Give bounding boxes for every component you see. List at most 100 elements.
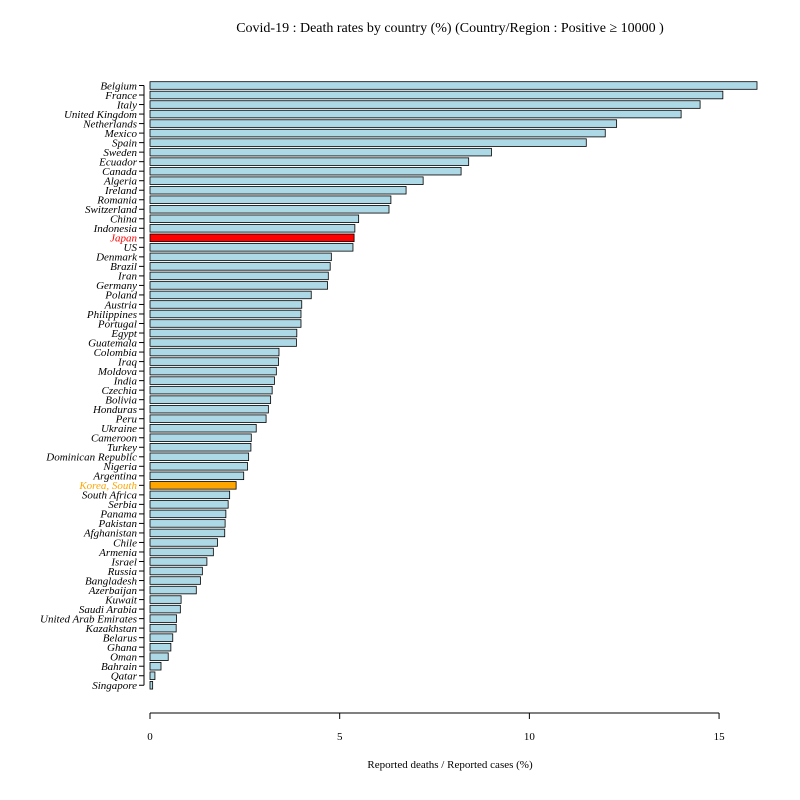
bar-argentina: [149, 471, 245, 481]
bar-moldova: [149, 366, 277, 376]
bar-iraq: [149, 357, 280, 366]
bar-south-africa: [149, 490, 231, 500]
category-label: Pakistan: [98, 518, 138, 530]
category-label: Ireland: [104, 185, 137, 197]
category-label: Egypt: [110, 328, 138, 340]
x-tick-label: 15: [714, 731, 726, 743]
category-label: Armenia: [98, 547, 137, 559]
bar-germany: [149, 281, 328, 290]
category-label: Ecuador: [98, 156, 138, 168]
category-label: Germany: [96, 280, 137, 292]
bar-kazakhstan: [149, 623, 177, 633]
bar-algeria: [149, 176, 424, 185]
category-label: Afghanistan: [83, 528, 138, 540]
bar-armenia: [149, 547, 214, 557]
category-label: Turkey: [107, 442, 137, 454]
bar-romania: [149, 195, 392, 204]
category-label: Israel: [110, 556, 137, 568]
category-label: Denmark: [95, 252, 138, 264]
bar-bangladesh: [149, 576, 201, 585]
category-label: Portugal: [97, 318, 137, 330]
bar-france: [149, 90, 724, 100]
category-label: Cameroon: [91, 433, 138, 445]
bar-ireland: [149, 186, 407, 195]
bar-ecuador: [149, 157, 470, 166]
category-label: India: [113, 375, 138, 387]
category-label: Iran: [117, 271, 137, 283]
category-label: Belarus: [103, 632, 137, 644]
category-label: Chile: [113, 537, 137, 549]
bar-pakistan: [149, 519, 226, 528]
bar-colombia: [149, 347, 280, 357]
category-label: Switzerland: [85, 204, 137, 216]
category-label: Ghana: [107, 642, 137, 654]
bar-saudi-arabia: [149, 604, 181, 614]
x-tick-label: 0: [147, 731, 153, 743]
bar-italy: [149, 100, 701, 109]
bar-bahrain: [149, 662, 162, 671]
bar-dominican-republic: [149, 452, 250, 461]
category-label: Belgium: [100, 80, 137, 92]
category-label: Dominican Republic: [45, 452, 137, 464]
category-label: Indonesia: [93, 223, 138, 235]
category-label: Nigeria: [102, 461, 137, 473]
bar-belgium: [149, 81, 758, 90]
category-label: Kazakhstan: [85, 623, 138, 635]
category-label: United Arab Emirates: [40, 613, 137, 625]
bar-panama: [149, 509, 227, 519]
category-label: Bolivia: [105, 394, 137, 406]
bar-philippines: [149, 309, 302, 319]
x-axis: 0 5 10 15: [147, 712, 726, 743]
category-label: Philippines: [86, 309, 137, 321]
category-label: France: [104, 90, 137, 102]
category-label: Canada: [102, 166, 137, 178]
bar-netherlands: [149, 119, 618, 128]
bar-russia: [149, 566, 203, 576]
bar-afghanistan: [149, 528, 226, 538]
bar-us: [149, 243, 354, 252]
bar-turkey: [149, 443, 252, 452]
bar-united-kingdom: [149, 109, 682, 119]
category-label: Netherlands: [82, 118, 137, 130]
category-label: Austria: [104, 299, 138, 311]
chart-title: Covid-19 : Death rates by country (%) (C…: [236, 21, 664, 36]
bar-japan: [149, 233, 355, 243]
bar-denmark: [149, 252, 332, 262]
bar-mexico: [149, 128, 606, 138]
category-label: Oman: [110, 652, 137, 664]
bar-india: [149, 376, 275, 385]
category-label: Moldova: [97, 366, 138, 378]
category-label: Japan: [110, 233, 137, 245]
category-label: Poland: [104, 290, 137, 302]
bar-guatemala: [149, 338, 297, 347]
bar-israel: [149, 557, 208, 566]
bar-ghana: [149, 642, 172, 652]
category-label: Mexico: [104, 128, 138, 140]
category-label: Panama: [99, 509, 137, 521]
category-label: Sweden: [103, 147, 137, 159]
y-axis: [139, 85, 145, 686]
category-label: Colombia: [94, 347, 138, 359]
category-label: Italy: [116, 99, 137, 111]
bar-belarus: [149, 633, 174, 642]
category-label: Brazil: [110, 261, 137, 273]
bar-ukraine: [149, 424, 257, 433]
bar-spain: [149, 138, 587, 147]
bar-honduras: [149, 404, 269, 414]
x-tick-label: 10: [524, 731, 536, 743]
category-label: Ukraine: [101, 423, 137, 435]
category-label: United Kingdom: [64, 109, 137, 121]
category-label: Saudi Arabia: [79, 604, 138, 616]
bar-austria: [149, 300, 303, 309]
category-label: China: [110, 214, 137, 226]
bar-kuwait: [149, 595, 182, 604]
category-label: Argentina: [92, 471, 137, 483]
x-axis-label: Reported deaths / Reported cases (%): [367, 759, 533, 771]
category-label: Honduras: [92, 404, 137, 416]
category-label: Singapore: [92, 680, 137, 692]
category-label: Serbia: [108, 499, 137, 511]
category-label: Qatar: [111, 671, 138, 683]
category-label: Spain: [112, 137, 138, 149]
